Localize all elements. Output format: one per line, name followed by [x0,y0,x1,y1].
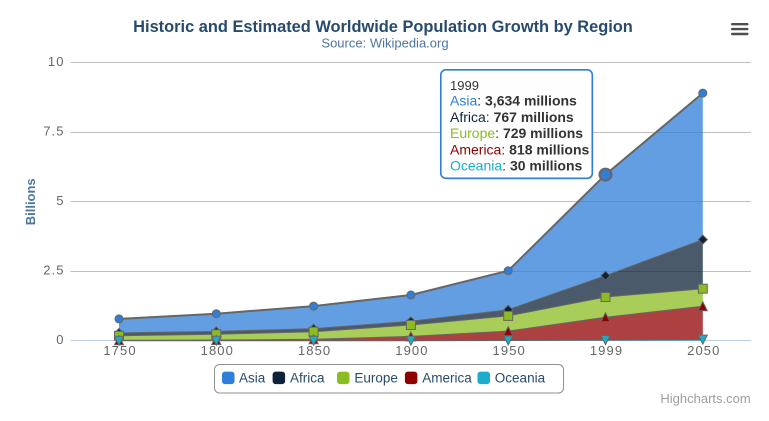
svg-text:1950: 1950 [493,343,526,358]
svg-text:0: 0 [56,332,64,347]
svg-text:2.5: 2.5 [43,263,64,278]
svg-text:7.5: 7.5 [43,124,64,139]
svg-text:1999: 1999 [590,343,623,358]
svg-text:Highcharts.com: Highcharts.com [660,391,750,406]
svg-text:Europe: Europe [354,371,398,386]
svg-text:Source: Wikipedia.org: Source: Wikipedia.org [321,36,448,51]
svg-text:1850: 1850 [298,343,331,358]
svg-text:Historic and Estimated Worldwi: Historic and Estimated Worldwide Populat… [133,18,633,36]
svg-text:1900: 1900 [395,343,428,358]
svg-text:Asia: 3,634 millions: Asia: 3,634 millions [450,93,577,109]
svg-text:Asia: Asia [239,371,266,386]
svg-text:1999: 1999 [450,78,479,93]
svg-text:Oceania: Oceania [495,371,546,386]
svg-text:1800: 1800 [201,343,234,358]
svg-text:America: 818 millions: America: 818 millions [450,141,589,157]
svg-text:Europe: 729 millions: Europe: 729 millions [450,125,583,141]
svg-text:10: 10 [48,54,65,69]
svg-text:5: 5 [56,193,64,208]
svg-text:1750: 1750 [103,343,136,358]
svg-text:Africa: 767 millions: Africa: 767 millions [450,109,574,125]
svg-text:Africa: Africa [290,371,325,386]
svg-text:America: America [422,371,472,386]
svg-text:2050: 2050 [687,343,720,358]
svg-text:Billions: Billions [23,178,38,225]
svg-text:Oceania: 30 millions: Oceania: 30 millions [450,158,583,174]
